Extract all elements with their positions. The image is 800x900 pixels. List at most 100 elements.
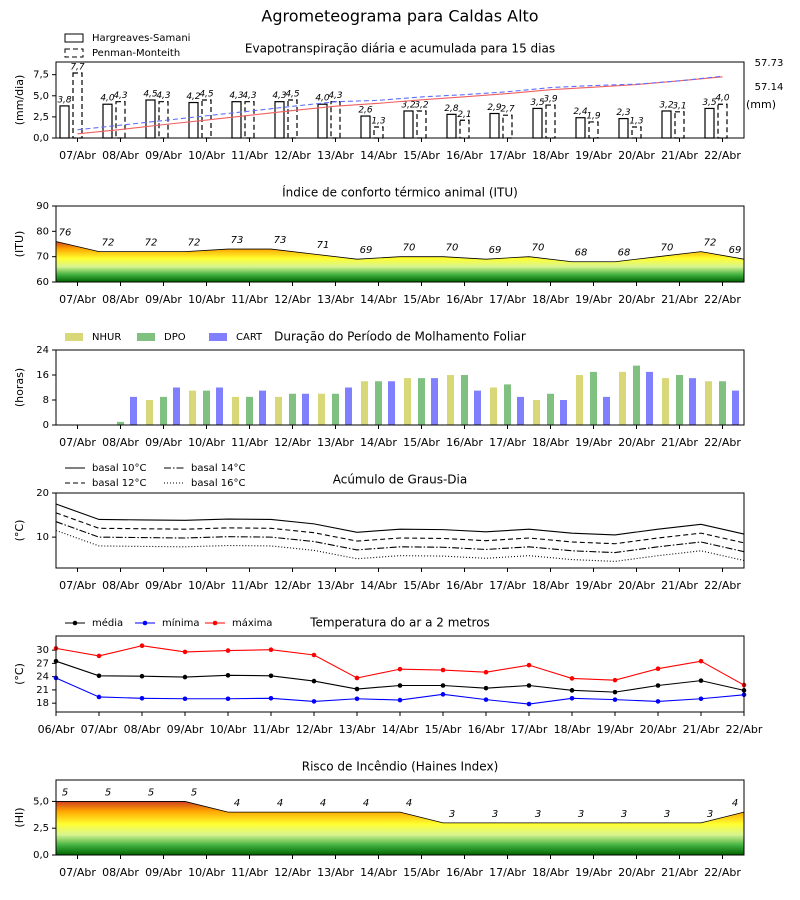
value-label: 3 — [578, 809, 584, 820]
bar — [360, 115, 371, 139]
x-tick-label: 20/Abr — [618, 293, 655, 306]
x-tick-label: 20/Abr — [618, 149, 655, 162]
x-tick-label: 22/Abr — [704, 866, 741, 879]
bar — [560, 400, 567, 425]
value-label: 3,5 — [530, 98, 545, 108]
value-label: 2,6 — [358, 106, 373, 116]
y-tick-label: 21 — [36, 685, 49, 696]
point — [440, 667, 446, 673]
x-tick-label: 22/Abr — [704, 579, 741, 592]
value-label: 3 — [492, 809, 498, 820]
value-label: 3,8 — [57, 95, 72, 105]
value-label: 69 — [489, 245, 502, 256]
bar — [246, 396, 253, 425]
bar — [704, 107, 715, 139]
point — [96, 694, 102, 700]
y-axis-label: (horas) — [13, 368, 26, 407]
line — [55, 645, 745, 686]
point — [268, 696, 274, 701]
bar — [373, 126, 384, 139]
legend-label: CART — [236, 332, 263, 343]
value-label: 73 — [231, 235, 244, 246]
x-tick-label: 10/Abr — [188, 149, 225, 162]
y-tick-label: 5,0 — [33, 796, 49, 807]
value-label: 72 — [145, 238, 158, 249]
x-tick-label: 15/Abr — [403, 866, 440, 879]
y-tick-label: 0 — [43, 420, 49, 431]
x-tick-label: 18/Abr — [532, 866, 569, 879]
bar — [732, 390, 739, 425]
point — [225, 648, 231, 653]
legend-label: mínima — [162, 617, 200, 629]
plot-frame — [55, 349, 745, 426]
value-label: 1,3 — [371, 117, 386, 127]
legend-swatch — [137, 333, 155, 341]
y-tick-label: 90 — [36, 201, 49, 212]
bar — [545, 104, 556, 139]
y-tick-label: 20 — [36, 488, 49, 499]
value-label: 2,4 — [573, 107, 588, 117]
bar — [575, 117, 586, 139]
legend-label: Hargreaves-Samani — [92, 33, 190, 44]
bar — [662, 378, 669, 425]
x-tick-label: 15/Abr — [403, 293, 440, 306]
bar — [388, 381, 395, 425]
panel-title: Índice de conforto térmico animal (ITU) — [282, 185, 518, 200]
value-label: 4 — [732, 798, 738, 809]
x-tick-label: 22/Abr — [704, 293, 741, 306]
value-label: 3,1 — [672, 101, 686, 111]
y-axis-label: (mm/dia) — [13, 75, 26, 126]
bar — [404, 378, 411, 425]
x-tick-label: 21/Abr — [661, 436, 698, 449]
point — [483, 697, 489, 702]
y-tick-label: 2,5 — [33, 112, 49, 123]
bar — [232, 396, 239, 425]
value-label: 76 — [59, 227, 72, 238]
bar — [115, 101, 126, 139]
x-tick-label: 16/Abr — [446, 293, 483, 306]
value-label: 4,0 — [715, 94, 730, 104]
x-tick-label: 18/Abr — [532, 436, 569, 449]
point — [96, 653, 102, 659]
value-label: 2,3 — [616, 108, 631, 118]
bar — [674, 111, 685, 139]
bar — [618, 117, 629, 139]
point — [612, 677, 618, 683]
point — [139, 673, 145, 679]
value-label: 4,5 — [285, 90, 300, 100]
point — [354, 686, 360, 692]
x-tick-label: 22/Abr — [704, 436, 741, 449]
bar — [461, 375, 468, 425]
bar — [332, 393, 339, 425]
value-label: 72 — [188, 238, 201, 249]
x-tick-label: 15/Abr — [403, 149, 440, 162]
point — [139, 643, 145, 649]
value-label: 3 — [621, 809, 627, 820]
x-tick-label: 17/Abr — [489, 866, 526, 879]
page-title: Agrometeograma para Caldas Alto — [261, 7, 538, 26]
y-tick-label: 5,0 — [33, 91, 49, 102]
bar — [446, 113, 457, 139]
bar — [173, 387, 180, 425]
value-label: 69 — [360, 245, 373, 256]
y-tick-label: 16 — [36, 370, 49, 381]
x-tick-label: 18/Abr — [554, 723, 591, 736]
bar — [361, 381, 368, 425]
x-tick-label: 11/Abr — [231, 579, 268, 592]
x-tick-label: 07/Abr — [81, 723, 118, 736]
panel-title: Risco de Incêndio (Haines Index) — [302, 760, 499, 774]
point — [268, 647, 274, 652]
value-label: 4,2 — [186, 92, 201, 102]
bar — [533, 400, 540, 425]
x-tick-label: 14/Abr — [360, 866, 397, 879]
x-tick-label: 09/Abr — [145, 149, 182, 162]
bar — [117, 421, 124, 425]
x-tick-label: 16/Abr — [446, 436, 483, 449]
bar — [676, 375, 683, 425]
x-tick-label: 16/Abr — [468, 723, 505, 736]
y-axis-label: (°C) — [13, 520, 26, 542]
x-tick-label: 18/Abr — [532, 149, 569, 162]
plot-frame — [55, 61, 745, 139]
x-tick-label: 21/Abr — [661, 579, 698, 592]
bar — [719, 381, 726, 425]
